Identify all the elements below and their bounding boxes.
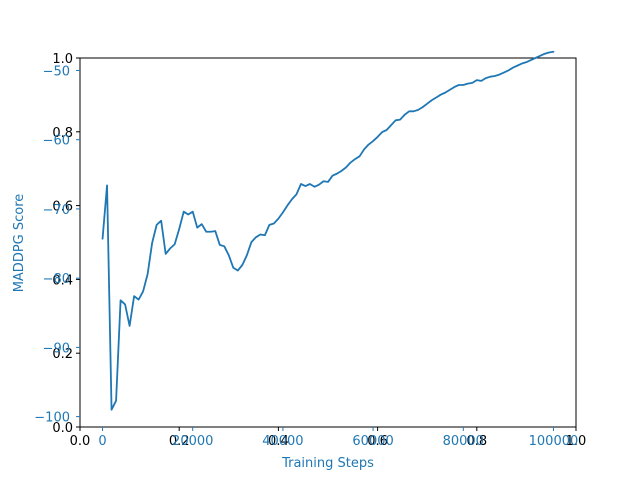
y-axis: −100 −90 −80 −70 −60 −50 bbox=[34, 64, 80, 426]
x-tick-label: 0 bbox=[98, 434, 106, 449]
overlay-x-axis: 0.0 0.2 0.4 0.6 0.8 1.0 bbox=[70, 427, 587, 449]
x-axis: 0 20000 40000 60000 80000 100000 bbox=[98, 427, 578, 449]
y-axis-label: MADDPG Score bbox=[12, 194, 27, 293]
x-tick-label: 80000 bbox=[443, 434, 484, 449]
overlay-x-tick-label: 0.4 bbox=[268, 434, 289, 449]
x-tick-label: 40000 bbox=[262, 434, 303, 449]
overlay-x-tick-label: 0.2 bbox=[169, 434, 190, 449]
series-line-0 bbox=[101, 50, 555, 411]
overlay-y-tick-label: 0.6 bbox=[52, 200, 73, 215]
overlay-y-tick-label: 0.0 bbox=[52, 421, 73, 436]
overlay-y-tick-label: 0.4 bbox=[52, 273, 73, 288]
plot-area bbox=[79, 57, 577, 428]
y-tick-label: −80 bbox=[43, 272, 70, 287]
x-axis-label: Training Steps bbox=[281, 456, 374, 471]
overlay-y-axis: 0.0 0.2 0.4 0.6 0.8 1.0 bbox=[52, 52, 80, 436]
y-tick-label: −50 bbox=[43, 64, 70, 79]
series-layer bbox=[101, 50, 555, 411]
overlay-x-tick-label: 0.8 bbox=[466, 434, 487, 449]
x-tick-label: 100000 bbox=[529, 434, 579, 449]
y-tick-label: −60 bbox=[43, 134, 70, 149]
y-tick-label: −90 bbox=[43, 341, 70, 356]
overlay-y-tick-label: 0.8 bbox=[52, 126, 73, 141]
x-tick-label: 60000 bbox=[352, 434, 393, 449]
y-tick-label: −100 bbox=[34, 411, 70, 426]
overlay-x-tick-label: 0.0 bbox=[70, 434, 91, 449]
overlay-x-tick-label: 1.0 bbox=[566, 434, 587, 449]
overlay-x-tick-label: 0.6 bbox=[367, 434, 388, 449]
plot-frame bbox=[79, 57, 577, 428]
y-tick-label: −70 bbox=[43, 203, 70, 218]
x-tick-label: 20000 bbox=[172, 434, 213, 449]
overlay-y-tick-label: 0.2 bbox=[52, 347, 73, 362]
overlay-y-tick-label: 1.0 bbox=[52, 52, 73, 67]
